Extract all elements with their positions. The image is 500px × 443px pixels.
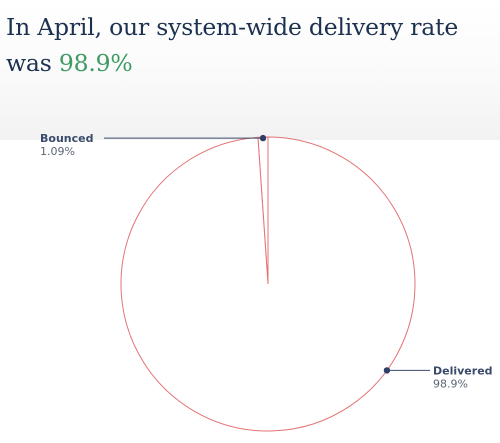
pie-slices	[120, 136, 416, 432]
value-label-bounced: 1.09%	[40, 145, 75, 158]
header-background	[0, 0, 500, 140]
value-label-delivered: 98.9%	[433, 377, 468, 390]
label-delivered: Delivered	[433, 364, 493, 377]
headline-text: In April, our system-wide delivery rate …	[6, 13, 459, 77]
label-bounced: Bounced	[40, 132, 93, 145]
pie-slice-delivered	[120, 136, 416, 432]
marker-bounced	[259, 134, 267, 142]
headline-delivery-rate: 98.9%	[58, 49, 133, 77]
marker-delivered	[383, 367, 391, 374]
headline: In April, our system-wide delivery rate …	[6, 9, 496, 81]
